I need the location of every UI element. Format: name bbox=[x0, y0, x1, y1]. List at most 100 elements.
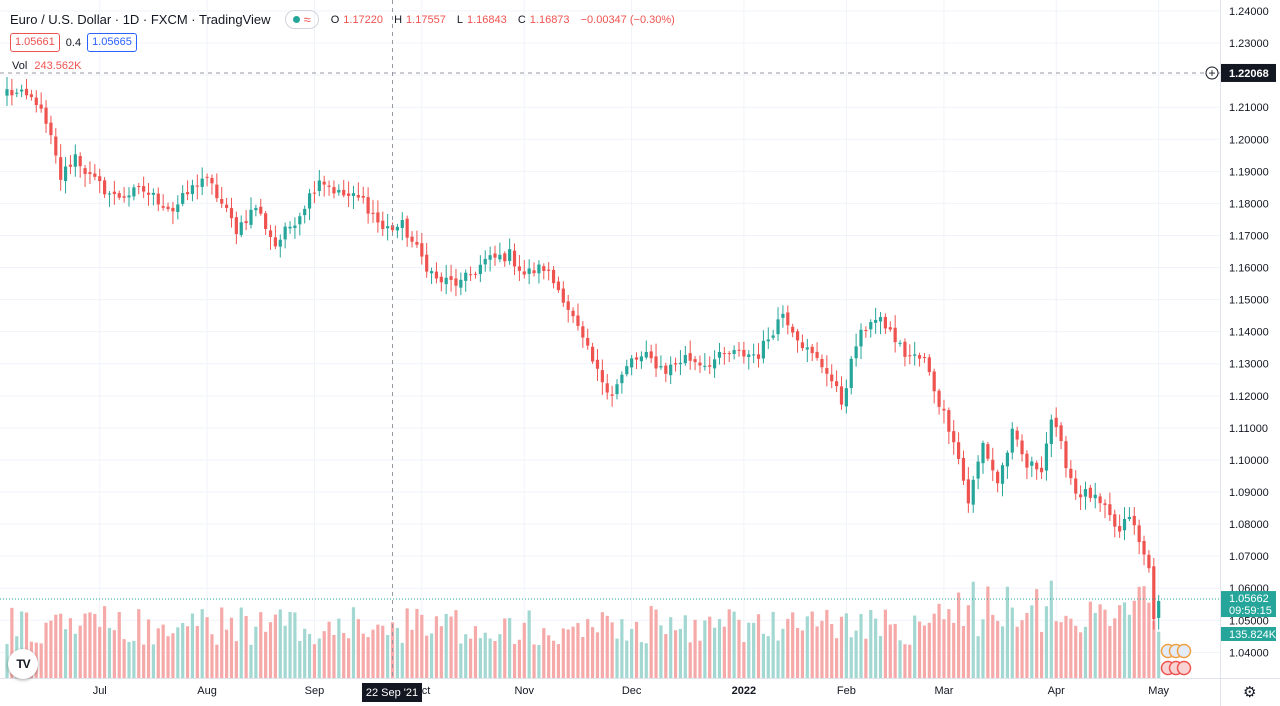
close-value: 1.16873 bbox=[529, 13, 570, 26]
volume-bar bbox=[512, 644, 517, 678]
volume-bar bbox=[708, 616, 712, 678]
volume-bar bbox=[288, 611, 292, 678]
candle-body bbox=[512, 250, 517, 267]
volume-bar bbox=[888, 624, 892, 678]
volume-bar bbox=[151, 644, 155, 678]
candle-body bbox=[673, 363, 678, 365]
volume-bar bbox=[1098, 604, 1102, 678]
gear-icon[interactable]: ⚙ bbox=[1243, 684, 1257, 701]
volume-bar bbox=[142, 644, 146, 678]
data-stream-icon: ≈ bbox=[303, 12, 311, 27]
buy-price-button[interactable]: 1.05665 bbox=[87, 33, 137, 52]
candle-body bbox=[698, 362, 702, 366]
candle-body bbox=[1147, 554, 1151, 569]
volume-bar bbox=[742, 642, 746, 678]
symbol-title[interactable]: Euro / U.S. Dollar · 1D · FXCM · Trading… bbox=[10, 12, 271, 27]
volume-bar bbox=[171, 633, 175, 678]
candle-body bbox=[361, 195, 365, 198]
y-tick-label: 1.14000 bbox=[1229, 327, 1269, 339]
candle-body bbox=[864, 329, 868, 331]
volume-bar bbox=[63, 629, 68, 678]
volume-bar bbox=[922, 625, 927, 678]
candle-body bbox=[991, 459, 995, 471]
candle-body bbox=[961, 457, 966, 481]
eu-event-icon[interactable] bbox=[1176, 643, 1192, 659]
volume-bar bbox=[1079, 632, 1083, 678]
volume-bar bbox=[371, 629, 375, 678]
volume-bar bbox=[986, 586, 990, 678]
volume-bar bbox=[532, 644, 536, 678]
volume-bar bbox=[1122, 602, 1127, 678]
last-price-tag bbox=[1221, 591, 1276, 618]
y-tick-label: 1.07000 bbox=[1229, 551, 1269, 563]
volume-bar bbox=[581, 636, 585, 678]
candle-body bbox=[571, 310, 575, 317]
plus-circle-icon[interactable] bbox=[1205, 66, 1219, 80]
candle-body bbox=[1005, 452, 1009, 467]
candle-body bbox=[39, 104, 43, 109]
y-tick-label: 1.20000 bbox=[1229, 134, 1269, 146]
candle-body bbox=[181, 193, 185, 204]
candle-body bbox=[1049, 419, 1053, 445]
chart-legend: Euro / U.S. Dollar · 1D · FXCM · Trading… bbox=[10, 10, 679, 29]
candle-body bbox=[171, 207, 175, 212]
volume-bar bbox=[83, 613, 87, 678]
market-status-badge[interactable]: ≈ bbox=[284, 10, 319, 29]
y-tick-label: 1.17000 bbox=[1229, 230, 1269, 242]
candle-body bbox=[971, 479, 975, 505]
candle-body bbox=[522, 271, 526, 275]
volume-bar bbox=[488, 638, 492, 678]
tradingview-logo-icon[interactable]: TV bbox=[8, 649, 38, 679]
volume-bar bbox=[361, 633, 365, 678]
y-tick-label: 1.12000 bbox=[1229, 391, 1269, 403]
volume-bar bbox=[835, 638, 839, 678]
candle-body bbox=[688, 353, 692, 361]
volume-bar bbox=[181, 623, 185, 678]
candle-body bbox=[976, 461, 980, 479]
volume-bar bbox=[454, 610, 458, 678]
volume-bar bbox=[1000, 626, 1005, 678]
candle-body bbox=[176, 204, 180, 212]
volume-bar bbox=[732, 611, 736, 678]
candle-body bbox=[54, 136, 58, 156]
volume-bar bbox=[996, 620, 1000, 678]
volume-bar bbox=[693, 619, 697, 678]
volume-bar bbox=[469, 638, 473, 678]
candle-body bbox=[307, 193, 312, 209]
open-label: O bbox=[330, 13, 340, 26]
candle-body bbox=[966, 479, 970, 504]
volume-legend[interactable]: Vol 243.562K bbox=[12, 60, 81, 72]
candle-body bbox=[595, 359, 600, 369]
volume-bar bbox=[78, 625, 82, 678]
volume-bar bbox=[634, 621, 639, 678]
us-event-icon[interactable] bbox=[1176, 660, 1192, 676]
volume-bar bbox=[264, 631, 268, 678]
volume-bar bbox=[639, 642, 643, 678]
volume-bar bbox=[717, 618, 722, 678]
candle-body bbox=[776, 319, 780, 335]
volume-bar bbox=[673, 630, 678, 678]
candle-body bbox=[630, 358, 634, 368]
candle-body bbox=[1059, 425, 1063, 442]
y-tick-label: 1.13000 bbox=[1229, 359, 1269, 371]
candle-body bbox=[49, 122, 53, 136]
volume-bar bbox=[205, 617, 209, 678]
candle-body bbox=[351, 193, 356, 196]
volume-bar bbox=[820, 620, 824, 678]
candle-body bbox=[1030, 461, 1034, 466]
volume-bar bbox=[664, 634, 668, 678]
candle-body bbox=[634, 357, 639, 360]
y-tick-label: 1.16000 bbox=[1229, 263, 1269, 275]
volume-bar bbox=[278, 609, 282, 678]
candle-body bbox=[229, 208, 234, 219]
volume-bar bbox=[449, 616, 453, 678]
candle-body bbox=[488, 255, 492, 260]
sell-price-button[interactable]: 1.05661 bbox=[10, 33, 60, 52]
candle-body bbox=[1025, 453, 1029, 468]
volume-bar bbox=[107, 627, 112, 678]
volume-bar bbox=[307, 633, 312, 678]
candle-body bbox=[83, 168, 87, 175]
volume-bar bbox=[146, 619, 151, 678]
candle-body bbox=[727, 353, 731, 355]
